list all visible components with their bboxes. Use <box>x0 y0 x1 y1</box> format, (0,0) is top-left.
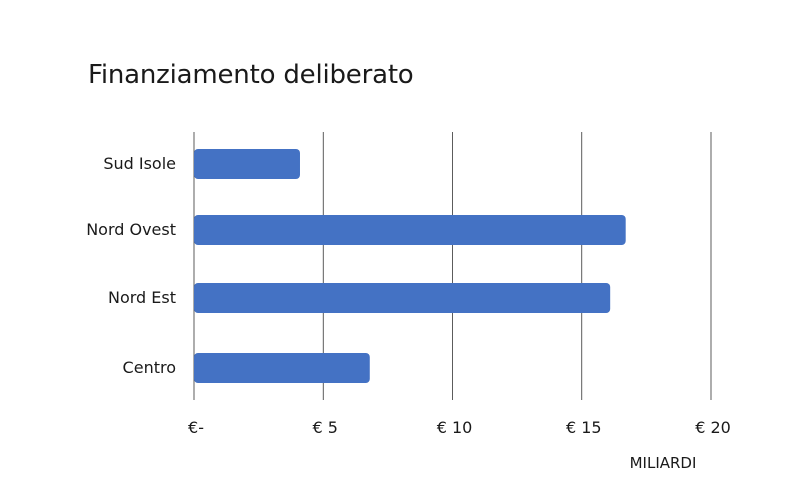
bar <box>194 353 370 383</box>
x-unit-label: MILIARDI <box>630 454 697 472</box>
category-label: Nord Est <box>108 288 176 307</box>
bar <box>194 283 611 313</box>
x-tick-label: € 20 <box>695 418 731 437</box>
x-tick-label: € 5 <box>313 418 338 437</box>
chart-title: Finanziamento deliberato <box>88 60 414 90</box>
x-tick-label: € 15 <box>566 418 602 437</box>
category-labels: Sud Isole Nord Ovest Nord Est Centro <box>86 154 176 377</box>
x-tick-labels: €- € 5 € 10 € 15 € 20 <box>188 418 731 437</box>
category-label: Sud Isole <box>103 154 176 173</box>
bars <box>194 149 626 383</box>
category-label: Centro <box>123 358 176 377</box>
bar <box>194 215 626 245</box>
x-tick-label: €- <box>188 418 204 437</box>
category-label: Nord Ovest <box>86 220 176 239</box>
bar <box>194 149 300 179</box>
x-tick-label: € 10 <box>437 418 473 437</box>
gridlines <box>193 132 712 400</box>
